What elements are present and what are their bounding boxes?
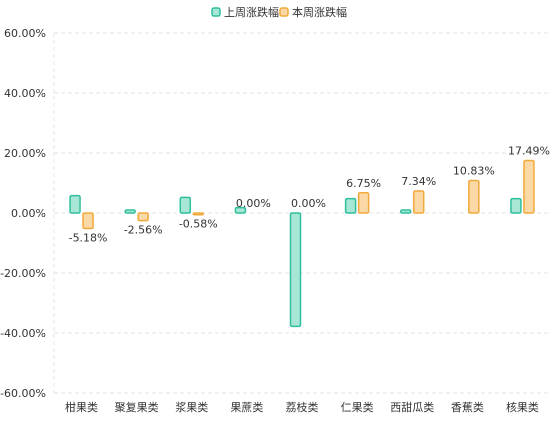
data-label-6: 7.34% (401, 175, 436, 188)
bar-last-week-5[interactable] (344, 197, 357, 214)
legend-swatch-0[interactable] (211, 7, 221, 17)
data-label-8: 17.49% (508, 145, 550, 158)
bar-last-week-8[interactable] (510, 197, 522, 214)
data-label-5: 6.75% (346, 177, 381, 190)
x-tick-label: 荔枝类 (286, 400, 319, 414)
data-label-3: 0.00% (236, 197, 271, 210)
bar-last-week-6[interactable] (399, 209, 412, 214)
y-tick-label: -40.00% (0, 327, 46, 340)
data-labels: -5.18% -2.56% -0.58% 0.00% 0.00% 6.75% 7.34% 10… (69, 145, 550, 245)
legend: 上周涨跌幅 本周涨跌幅 (211, 5, 347, 19)
x-tick-label: 西甜瓜类 (390, 400, 434, 414)
data-label-1: -2.56% (124, 224, 163, 237)
x-tick-label: 果蔗类 (230, 400, 263, 414)
data-label-7: 10.83% (453, 165, 495, 178)
y-tick-label: 0.00% (11, 207, 46, 220)
data-label-2: -0.58% (179, 218, 218, 231)
y-axis: 60.00% 40.00% 20.00% 0.00% -20.00% -40.00% -60… (0, 27, 46, 400)
bar-this-week-0[interactable] (82, 212, 94, 230)
x-tick-label: 仁果类 (341, 400, 374, 414)
grid-lines (53, 32, 550, 394)
y-tick-label: -60.00% (0, 387, 46, 400)
y-tick-label: 20.00% (4, 147, 46, 160)
bar-last-week-2[interactable] (179, 196, 192, 214)
data-label-4: 0.00% (291, 197, 326, 210)
x-tick-label: 浆果类 (175, 400, 208, 414)
bar-last-week-1[interactable] (124, 209, 136, 214)
y-tick-label: 40.00% (4, 87, 46, 100)
bar-this-week-1[interactable] (137, 212, 149, 222)
bar-last-week-3[interactable] (234, 206, 247, 214)
y-tick-label: -20.00% (0, 267, 46, 280)
bar-this-week-8[interactable] (523, 159, 535, 214)
legend-label-1[interactable]: 本周涨跌幅 (292, 5, 347, 19)
bar-this-week-2[interactable] (192, 212, 205, 216)
x-axis: 柑果类 聚复果类 浆果类 果蔗类 荔枝类 仁果类 西甜瓜类 香蕉类 核果类 (65, 400, 539, 414)
bar-this-week-6[interactable] (412, 190, 425, 214)
x-tick-label: 柑果类 (65, 400, 98, 414)
x-tick-label: 聚复果类 (115, 400, 159, 414)
x-tick-label: 香蕉类 (451, 400, 484, 414)
legend-swatch-1[interactable] (279, 7, 289, 17)
bar-this-week-5[interactable] (357, 192, 370, 214)
data-label-0: -5.18% (69, 232, 108, 245)
bar-last-week-4[interactable] (289, 212, 302, 328)
bar-this-week-7[interactable] (468, 179, 480, 214)
bar-last-week-0[interactable] (69, 194, 81, 214)
x-tick-label: 核果类 (506, 400, 539, 414)
y-tick-label: 60.00% (4, 27, 46, 40)
bars (69, 159, 535, 328)
legend-label-0[interactable]: 上周涨跌幅 (224, 5, 279, 19)
